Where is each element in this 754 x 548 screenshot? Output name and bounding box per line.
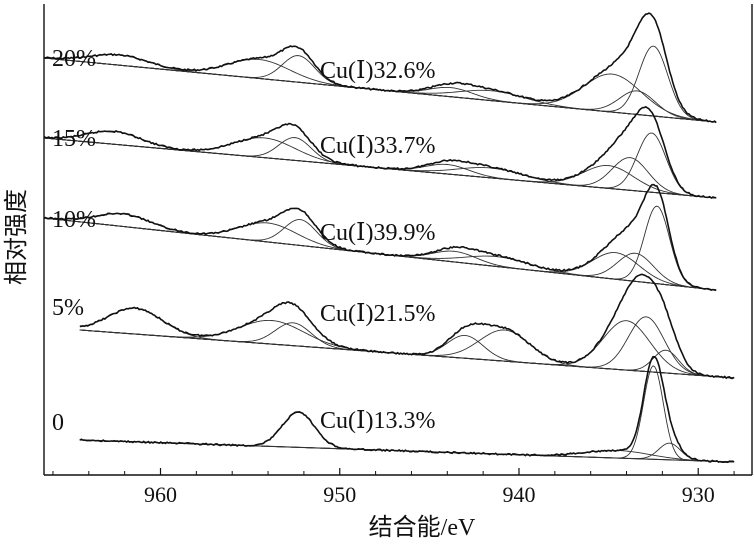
measured-envelope [79, 273, 735, 380]
sample-label-15%: 15% [52, 126, 96, 152]
x-axis-title: 结合能/eV [369, 514, 476, 541]
measured-envelope [43, 105, 717, 200]
measured-envelope [43, 12, 717, 124]
fit-component-7 [43, 205, 717, 291]
measured-envelope [79, 355, 735, 464]
spectrum-15% [43, 105, 717, 200]
measured-envelope [43, 183, 717, 292]
sample-label-10%: 10% [52, 207, 96, 233]
cu-fraction-label: Cu(Ⅰ)13.3% [320, 408, 435, 434]
cu-fraction-label: Cu(Ⅰ)21.5% [320, 301, 435, 327]
sample-label-20%: 20% [52, 46, 96, 72]
cu-fraction-label: Cu(Ⅰ)33.7% [320, 133, 435, 159]
cu-fraction-labels: Cu(Ⅰ)32.6% Cu(Ⅰ)33.7% Cu(Ⅰ)39.9% Cu(Ⅰ)21.5%… [320, 58, 435, 434]
x-tick-label-950: 950 [323, 482, 356, 507]
x-tick-label-930: 930 [682, 482, 715, 507]
spectra [43, 12, 735, 464]
x-ticks [52, 468, 735, 475]
spectrum-10% [43, 183, 717, 292]
spectrum-0 [79, 355, 735, 464]
spectrum-20% [43, 12, 717, 124]
cu-fraction-label: Cu(Ⅰ)39.9% [320, 220, 435, 246]
x-tick-label-940: 940 [502, 482, 535, 507]
spectrum-5% [79, 273, 735, 380]
plot-frame [43, 4, 753, 476]
sample-labels: 20% 15% 10% 5% 0 [52, 46, 96, 436]
x-tick-label-960: 960 [144, 482, 177, 507]
sample-label-0: 0 [52, 410, 64, 436]
cu-fraction-label: Cu(Ⅰ)32.6% [320, 58, 435, 84]
x-tick-labels: 960 950 940 930 [144, 482, 715, 507]
sample-label-5%: 5% [52, 295, 84, 321]
y-axis-title: 相对强度 [3, 189, 30, 285]
